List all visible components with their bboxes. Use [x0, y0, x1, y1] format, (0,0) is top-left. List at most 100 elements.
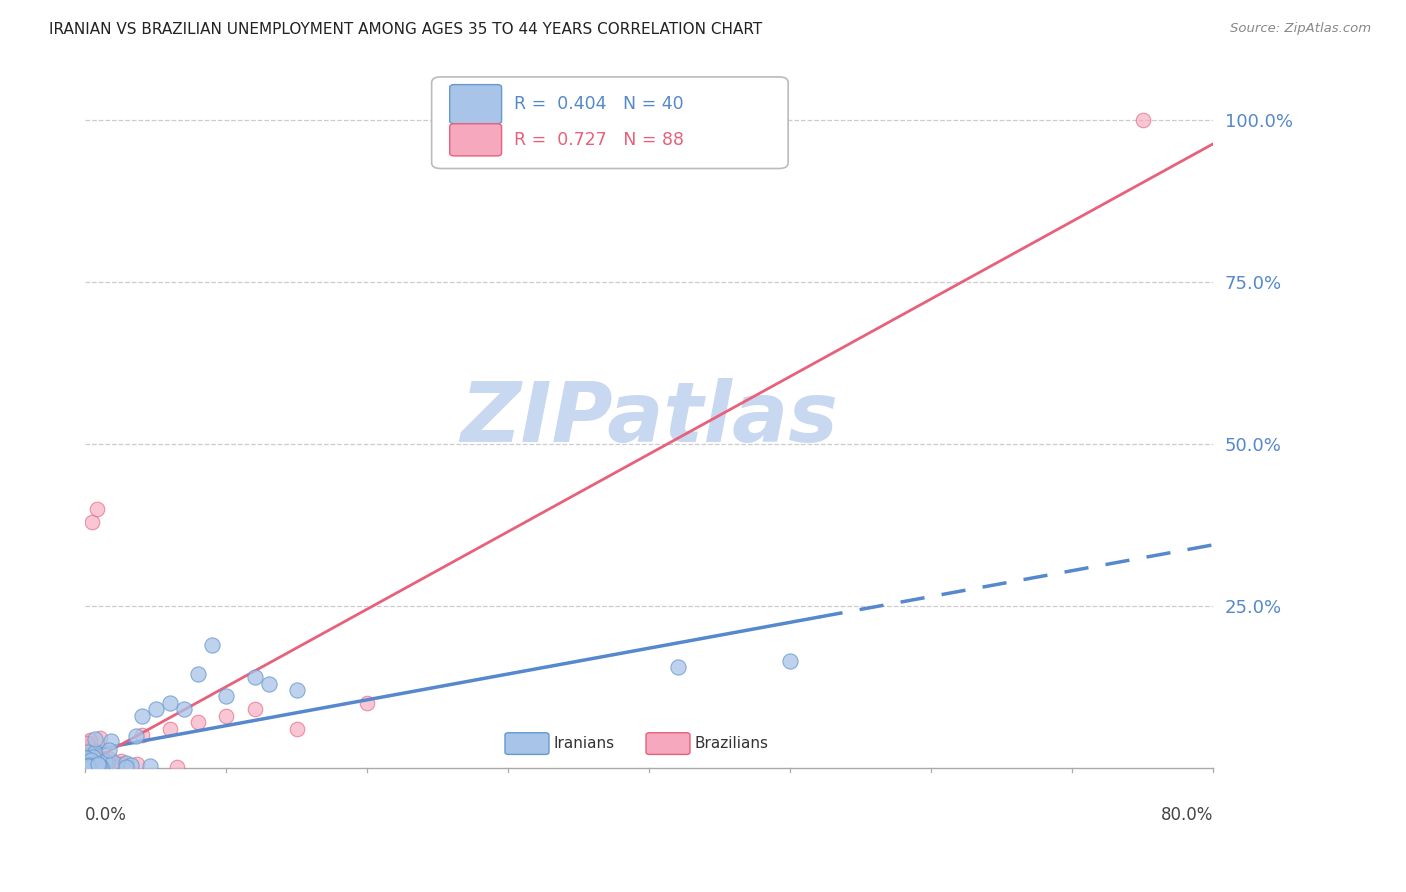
- Point: [75, 756, 97, 771]
- Point: [75, 757, 97, 772]
- Text: ZIPatlas: ZIPatlas: [460, 377, 838, 458]
- Point: [75, 758, 97, 772]
- Text: Brazilians: Brazilians: [695, 737, 769, 751]
- Point: [101, 758, 124, 772]
- Point: [97, 743, 120, 757]
- Point: [93, 760, 115, 774]
- Point: [75, 751, 97, 765]
- Point: [84, 752, 107, 766]
- Point: [159, 696, 181, 710]
- Point: [215, 690, 238, 704]
- Point: [82, 749, 104, 764]
- Point: [82, 752, 104, 766]
- Point: [84, 757, 107, 772]
- Point: [139, 758, 162, 772]
- Point: [101, 755, 124, 769]
- Point: [75, 747, 97, 762]
- Point: [90, 760, 112, 774]
- Point: [779, 654, 801, 668]
- Point: [115, 760, 138, 774]
- Point: [84, 758, 107, 772]
- Point: [76, 751, 98, 765]
- Point: [79, 760, 101, 774]
- Point: [84, 745, 107, 759]
- Point: [91, 750, 114, 764]
- Point: [83, 756, 105, 770]
- Point: [82, 761, 104, 775]
- Point: [82, 751, 104, 765]
- Text: R =  0.404   N = 40: R = 0.404 N = 40: [515, 95, 683, 113]
- Point: [77, 751, 100, 765]
- Point: [87, 757, 110, 772]
- Point: [83, 750, 105, 764]
- Point: [82, 754, 104, 768]
- Point: [243, 670, 266, 684]
- Point: [110, 757, 132, 772]
- Text: Source: ZipAtlas.com: Source: ZipAtlas.com: [1230, 22, 1371, 36]
- Point: [79, 732, 101, 747]
- Point: [201, 638, 224, 652]
- Point: [187, 666, 209, 681]
- Point: [75, 756, 97, 770]
- Point: [75, 755, 97, 769]
- Point: [110, 754, 132, 768]
- FancyBboxPatch shape: [645, 732, 690, 755]
- Point: [187, 715, 209, 730]
- Point: [131, 709, 153, 723]
- Point: [83, 751, 105, 765]
- Point: [76, 756, 98, 771]
- Point: [103, 759, 125, 773]
- Point: [115, 756, 138, 771]
- Text: IRANIAN VS BRAZILIAN UNEMPLOYMENT AMONG AGES 35 TO 44 YEARS CORRELATION CHART: IRANIAN VS BRAZILIAN UNEMPLOYMENT AMONG …: [49, 22, 762, 37]
- Point: [120, 757, 142, 772]
- Point: [91, 754, 114, 768]
- Point: [105, 760, 128, 774]
- Point: [285, 722, 308, 736]
- Point: [159, 722, 181, 736]
- Point: [79, 759, 101, 773]
- Point: [75, 759, 97, 773]
- Point: [75, 759, 97, 773]
- Point: [76, 759, 98, 773]
- Text: R =  0.727   N = 88: R = 0.727 N = 88: [515, 131, 683, 149]
- Point: [243, 702, 266, 716]
- Point: [84, 752, 107, 766]
- Point: [115, 760, 138, 774]
- Point: [145, 702, 167, 716]
- Point: [80, 756, 103, 771]
- Point: [96, 755, 118, 769]
- Point: [125, 729, 148, 743]
- Point: [94, 754, 117, 768]
- Point: [356, 696, 378, 710]
- Text: 0.0%: 0.0%: [86, 806, 127, 824]
- Point: [86, 756, 108, 770]
- Point: [84, 758, 107, 772]
- Point: [83, 748, 105, 763]
- Point: [84, 748, 107, 763]
- Point: [76, 758, 98, 772]
- Point: [77, 753, 100, 767]
- Point: [90, 755, 112, 769]
- FancyBboxPatch shape: [505, 732, 548, 755]
- Point: [75, 759, 97, 773]
- Point: [90, 758, 112, 772]
- Point: [83, 759, 105, 773]
- Point: [131, 728, 153, 742]
- Point: [80, 760, 103, 774]
- Point: [93, 755, 115, 769]
- Point: [76, 749, 98, 764]
- Point: [87, 756, 110, 771]
- Text: Iranians: Iranians: [554, 737, 614, 751]
- FancyBboxPatch shape: [450, 124, 502, 156]
- Point: [80, 750, 103, 764]
- Point: [76, 760, 98, 774]
- FancyBboxPatch shape: [432, 77, 789, 169]
- Point: [89, 759, 111, 773]
- Point: [76, 749, 98, 764]
- Point: [89, 756, 111, 770]
- Point: [79, 757, 101, 772]
- Point: [97, 758, 120, 772]
- Point: [166, 760, 188, 774]
- Point: [77, 759, 100, 773]
- Point: [82, 758, 104, 772]
